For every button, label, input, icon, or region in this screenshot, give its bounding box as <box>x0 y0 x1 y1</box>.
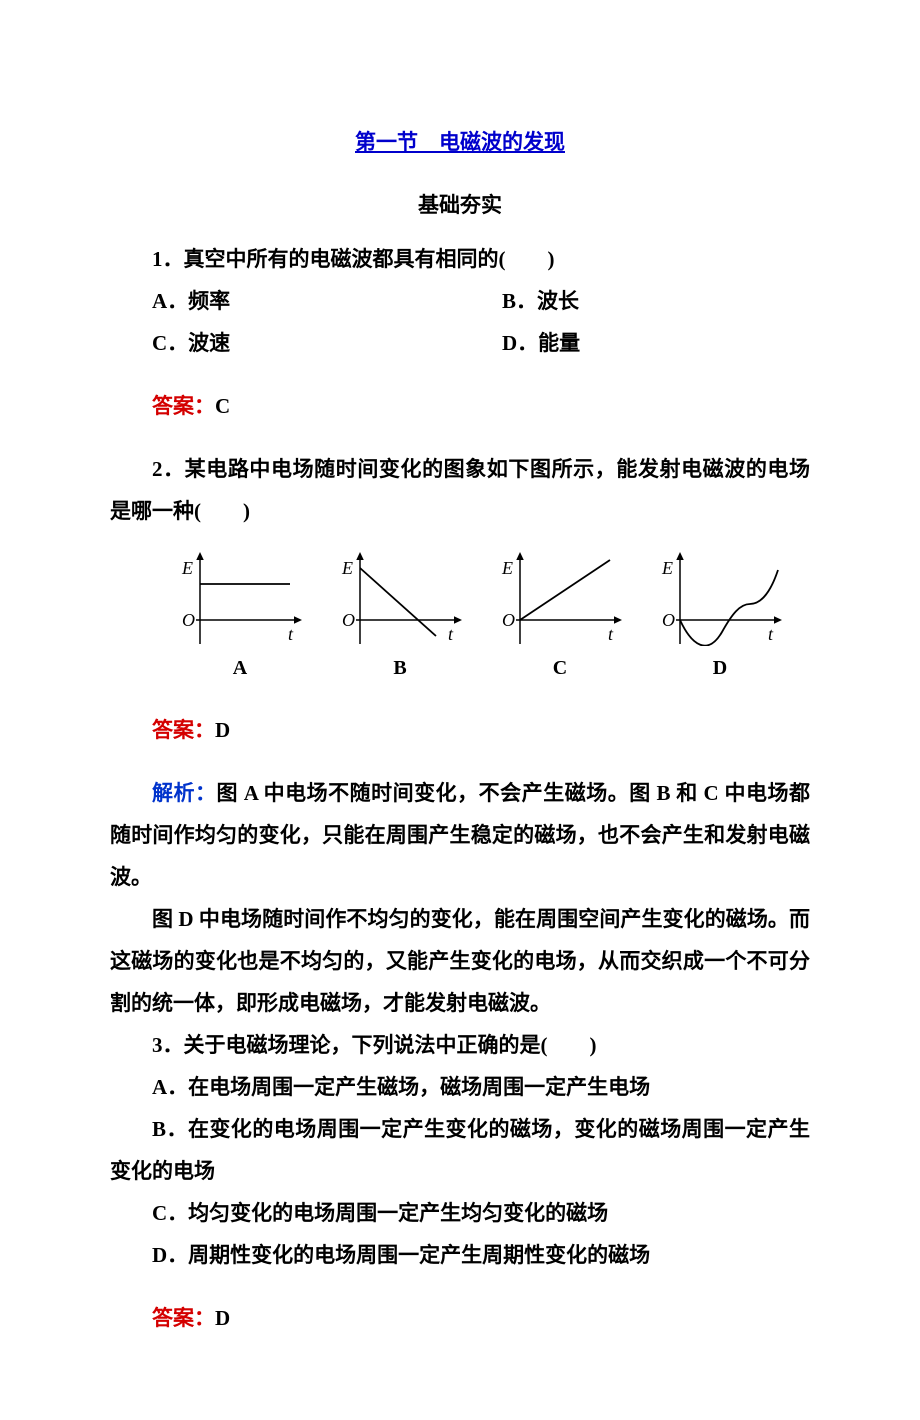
graph-d-svg: E Ot <box>650 546 790 646</box>
svg-text:O: O <box>502 610 515 630</box>
q3-option-a: A．在电场周围一定产生磁场，磁场周围一定产生电场 <box>110 1066 810 1108</box>
q1-option-a: A．频率 <box>110 280 460 322</box>
q1-option-c: C．波速 <box>110 322 460 364</box>
answer-label: 答案： <box>152 394 215 418</box>
q1-answer-value: C <box>215 394 230 418</box>
q1-stem: 1．真空中所有的电磁波都具有相同的( ) <box>110 238 810 280</box>
page: 第一节 电磁波的发现 基础夯实 1．真空中所有的电磁波都具有相同的( ) A．频… <box>0 0 920 1420</box>
svg-text:E: E <box>661 558 673 578</box>
q1-answer: 答案：C <box>110 385 810 427</box>
q1-option-b: B．波长 <box>460 280 810 322</box>
q1-option-d: D．能量 <box>460 322 810 364</box>
q2-answer-value: D <box>215 718 230 742</box>
svg-text:t: t <box>768 624 774 644</box>
subtitle: 基础夯实 <box>110 184 810 226</box>
svg-text:t: t <box>288 624 294 644</box>
answer-label: 答案： <box>152 1306 215 1330</box>
q2-answer: 答案：D <box>110 709 810 751</box>
q2-explain-p1: 解析：图 A 中电场不随时间变化，不会产生磁场。图 B 和 C 中电场都随时间作… <box>110 772 810 898</box>
diagram-d: E Ot D <box>650 546 790 688</box>
answer-label: 答案： <box>152 718 215 742</box>
graph-c-svg: E Ot <box>490 546 630 646</box>
q3-answer-value: D <box>215 1306 230 1330</box>
explain-label: 解析： <box>152 781 217 805</box>
diagram-d-label: D <box>713 648 727 688</box>
diagram-b-label: B <box>393 648 406 688</box>
svg-text:t: t <box>608 624 614 644</box>
diagram-a-label: A <box>233 648 247 688</box>
svg-text:t: t <box>448 624 454 644</box>
q3-option-b: B．在变化的电场周围一定产生变化的磁场，变化的磁场周围一定产生变化的电场 <box>110 1108 810 1192</box>
svg-text:O: O <box>662 610 675 630</box>
q3-option-c: C．均匀变化的电场周围一定产生均匀变化的磁场 <box>110 1192 810 1234</box>
diagram-row: E Ot A E Ot B E Ot C E Ot D <box>170 546 790 688</box>
svg-text:O: O <box>182 610 195 630</box>
section-title-link[interactable]: 第一节 电磁波的发现 <box>355 130 565 154</box>
diagram-b: E Ot B <box>330 546 470 688</box>
q3-stem: 3．关于电磁场理论，下列说法中正确的是( ) <box>110 1024 810 1066</box>
q2-explain-p2: 图 D 中电场随时间作不均匀的变化，能在周围空间产生变化的磁场。而这磁场的变化也… <box>110 898 810 1024</box>
q1-options-row1: A．频率 B．波长 <box>110 280 810 322</box>
diagram-c: E Ot C <box>490 546 630 688</box>
q3-option-d: D．周期性变化的电场周围一定产生周期性变化的磁场 <box>110 1234 810 1276</box>
q3-answer: 答案：D <box>110 1297 810 1339</box>
svg-text:E: E <box>181 558 193 578</box>
diagram-c-label: C <box>553 648 567 688</box>
svg-text:E: E <box>501 558 513 578</box>
diagram-a: E Ot A <box>170 546 310 688</box>
q2-stem: 2．某电路中电场随时间变化的图象如下图所示，能发射电磁波的电场是哪一种( ) <box>110 448 810 532</box>
graph-a-svg: E Ot <box>170 546 310 646</box>
graph-b-svg: E Ot <box>330 546 470 646</box>
q1-options-row2: C．波速 D．能量 <box>110 322 810 364</box>
svg-text:O: O <box>342 610 355 630</box>
svg-text:E: E <box>341 558 353 578</box>
section-title: 第一节 电磁波的发现 <box>110 121 810 163</box>
